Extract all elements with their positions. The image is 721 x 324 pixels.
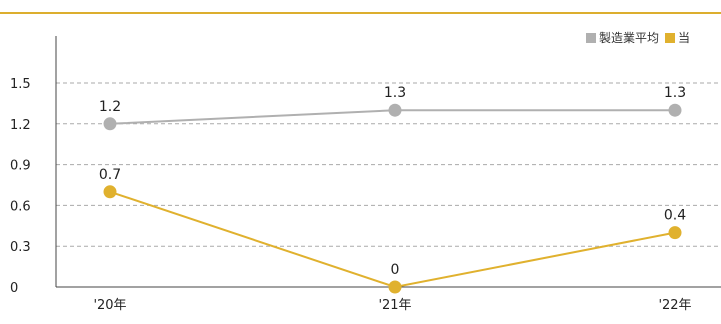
series-1: 0.7 0 0.4 — [99, 167, 686, 294]
data-label: 1.2 — [99, 99, 121, 115]
series: 1.2 1.3 1.3 0.7 0 0.4 — [99, 85, 686, 294]
x-tick-label: '22年 — [658, 298, 691, 313]
data-point — [388, 103, 402, 117]
legend-swatch-company — [665, 32, 676, 43]
legend-item-manufacturing-average: 製造業平均 — [586, 29, 659, 46]
legend-item-company: 当 — [665, 29, 690, 46]
data-label: 0 — [391, 262, 400, 278]
y-tick-label: 1.5 — [10, 77, 31, 92]
y-tick-label: 0 — [10, 281, 18, 296]
x-tick-label: '21年 — [378, 298, 411, 313]
y-tick-label: 1.2 — [10, 118, 31, 133]
data-point — [668, 103, 682, 117]
data-label: 0.4 — [664, 208, 686, 224]
y-tick-label: 0.3 — [10, 240, 31, 255]
top-accent-rule — [0, 12, 721, 14]
y-tick-label: 0.9 — [10, 159, 31, 174]
legend: 製造業平均 当 — [586, 29, 690, 46]
x-tick-label: '20年 — [93, 298, 126, 313]
y-tick-labels: 0 0.3 0.6 0.9 1.2 1.5 — [10, 77, 31, 296]
data-label: 0.7 — [99, 167, 121, 183]
data-point — [388, 280, 402, 294]
legend-label-manufacturing-average: 製造業平均 — [599, 31, 660, 45]
data-label: 1.3 — [664, 85, 686, 101]
data-label: 1.3 — [384, 85, 406, 101]
y-tick-label: 0.6 — [10, 199, 31, 214]
data-point — [668, 226, 682, 240]
grid-lines — [56, 82, 721, 247]
legend-label-company: 当 — [678, 31, 691, 45]
data-point — [103, 185, 117, 199]
data-point — [103, 117, 117, 131]
x-tick-labels: '20年 '21年 '22年 — [93, 298, 691, 313]
legend-swatch-manufacturing-average — [586, 32, 596, 43]
series-0: 1.2 1.3 1.3 — [99, 85, 686, 131]
